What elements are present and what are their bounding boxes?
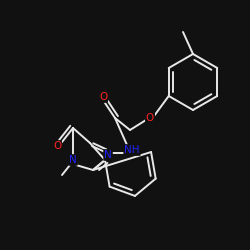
Text: N: N (69, 155, 77, 165)
Text: NH: NH (124, 145, 140, 155)
Text: N: N (104, 150, 112, 160)
Text: O: O (53, 141, 61, 151)
Text: O: O (146, 113, 154, 123)
Text: O: O (99, 92, 107, 102)
